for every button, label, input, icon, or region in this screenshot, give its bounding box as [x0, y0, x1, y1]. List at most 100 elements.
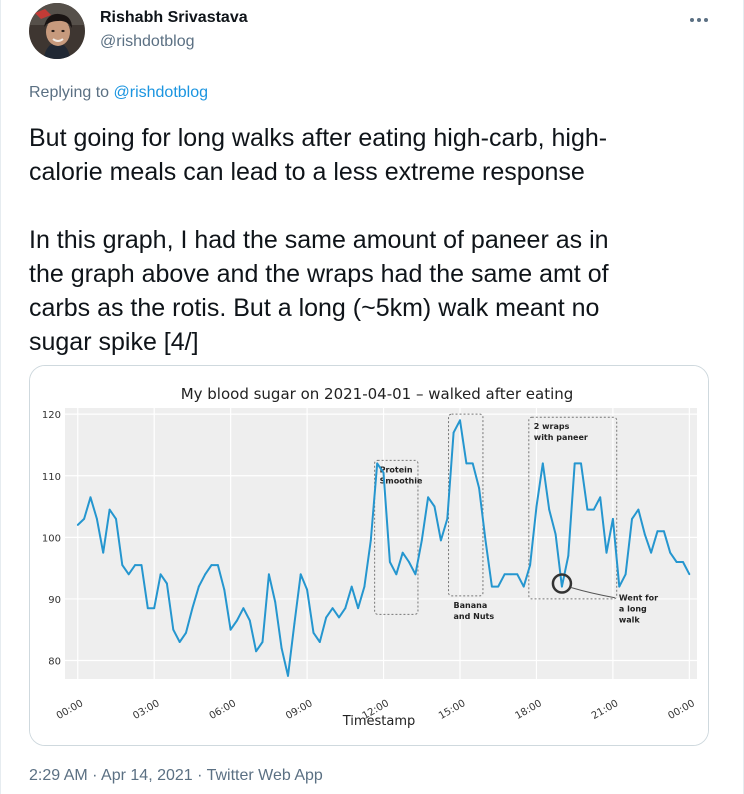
- user-handle[interactable]: @rishdotblog: [100, 33, 195, 50]
- data-point: [420, 539, 423, 542]
- data-point: [267, 573, 270, 576]
- y-tick-label: 90: [48, 595, 61, 606]
- data-point: [344, 607, 347, 610]
- y-tick-label: 110: [42, 472, 61, 483]
- data-point: [172, 628, 175, 631]
- data-point: [401, 551, 404, 554]
- replying-to-handle-link[interactable]: @rishdotblog: [113, 84, 209, 101]
- data-point: [229, 628, 232, 631]
- data-point: [83, 517, 86, 520]
- meta-separator: ·: [92, 767, 98, 784]
- data-point: [312, 631, 315, 634]
- data-point: [287, 675, 289, 677]
- data-point: [108, 508, 111, 511]
- data-point: [618, 585, 621, 588]
- data-point: [459, 419, 461, 422]
- data-point: [490, 585, 493, 588]
- data-point: [465, 462, 468, 465]
- annotation-label: 2 wraps: [534, 422, 570, 431]
- data-point: [624, 573, 627, 576]
- annotation-box: [448, 413, 484, 597]
- data-point: [159, 573, 162, 576]
- data-point: [357, 607, 359, 610]
- tweet-text: But going for long walks after eating hi…: [29, 124, 609, 356]
- data-point: [541, 462, 544, 465]
- data-point: [612, 517, 614, 520]
- tweet-source-app[interactable]: Twitter Web App: [206, 767, 323, 784]
- data-point: [261, 641, 264, 643]
- data-point: [197, 585, 200, 588]
- data-point: [382, 471, 385, 474]
- data-point: [548, 508, 551, 511]
- meta-separator-2: ·: [197, 767, 203, 784]
- data-point: [217, 564, 219, 566]
- annotation-label: with paneer: [534, 433, 588, 442]
- data-point: [529, 564, 531, 566]
- data-point: [153, 607, 156, 610]
- annotation-box: [374, 459, 419, 615]
- data-point: [223, 588, 226, 591]
- replying-to-label: Replying to: [29, 84, 110, 101]
- data-point: [318, 641, 321, 643]
- data-point: [561, 585, 563, 588]
- chart-highlight: Went for a long walk: [551, 573, 658, 625]
- data-point: [204, 573, 207, 576]
- annotation-label: and Nuts: [454, 612, 495, 621]
- highlight-label: walk: [619, 616, 641, 625]
- tweet-media-image[interactable]: Protein Smoothie Banana and Nuts 2 wraps with…: [29, 365, 709, 746]
- data-point: [146, 607, 149, 610]
- data-point: [178, 641, 181, 643]
- y-tick-label: 120: [42, 410, 61, 421]
- data-point: [127, 573, 130, 576]
- chart-points: [76, 419, 691, 677]
- data-point: [522, 585, 525, 588]
- data-point: [331, 607, 334, 610]
- display-name[interactable]: Rishabh Srivastava: [100, 9, 248, 26]
- data-point: [210, 564, 213, 566]
- data-point: [293, 622, 296, 625]
- data-point: [299, 573, 302, 576]
- avatar-image: [29, 3, 85, 59]
- data-point: [115, 517, 117, 520]
- data-point: [567, 554, 570, 557]
- data-point: [248, 619, 251, 622]
- data-point: [236, 619, 238, 622]
- highlight-connector: [570, 587, 615, 599]
- annotation-label: Smoothie: [380, 476, 423, 485]
- data-point: [376, 462, 379, 465]
- data-point: [580, 462, 582, 465]
- more-options-button[interactable]: [684, 2, 714, 32]
- data-point: [452, 431, 455, 434]
- data-point: [166, 582, 168, 585]
- tweet-date[interactable]: Apr 14, 2021: [101, 767, 193, 784]
- tweet-time[interactable]: 2:29 AM: [29, 767, 88, 784]
- chart-x-axis-label: Timestamp: [342, 714, 416, 729]
- data-point: [121, 564, 124, 566]
- data-point: [191, 607, 194, 610]
- data-point: [439, 539, 442, 542]
- data-point: [516, 573, 519, 576]
- data-point: [592, 508, 595, 511]
- highlight-label: Went for: [619, 594, 658, 603]
- data-point: [95, 517, 98, 520]
- data-point: [369, 539, 372, 542]
- data-point: [573, 462, 576, 465]
- data-point: [637, 508, 640, 511]
- data-point: [414, 573, 417, 576]
- data-point: [338, 616, 340, 619]
- data-point: [408, 561, 410, 563]
- data-point: [599, 496, 602, 499]
- replying-to: Replying to @rishdotblog: [29, 84, 208, 102]
- data-point: [140, 564, 143, 566]
- annotation-label: Protein: [380, 465, 413, 474]
- data-point: [471, 462, 474, 465]
- data-point: [274, 601, 277, 603]
- avatar[interactable]: [29, 3, 85, 59]
- annotation-label: Banana: [454, 601, 488, 610]
- data-point: [669, 551, 672, 554]
- data-point: [586, 508, 589, 511]
- data-point: [363, 585, 366, 588]
- data-point: [325, 616, 328, 619]
- data-point: [446, 517, 449, 520]
- data-point: [497, 585, 500, 588]
